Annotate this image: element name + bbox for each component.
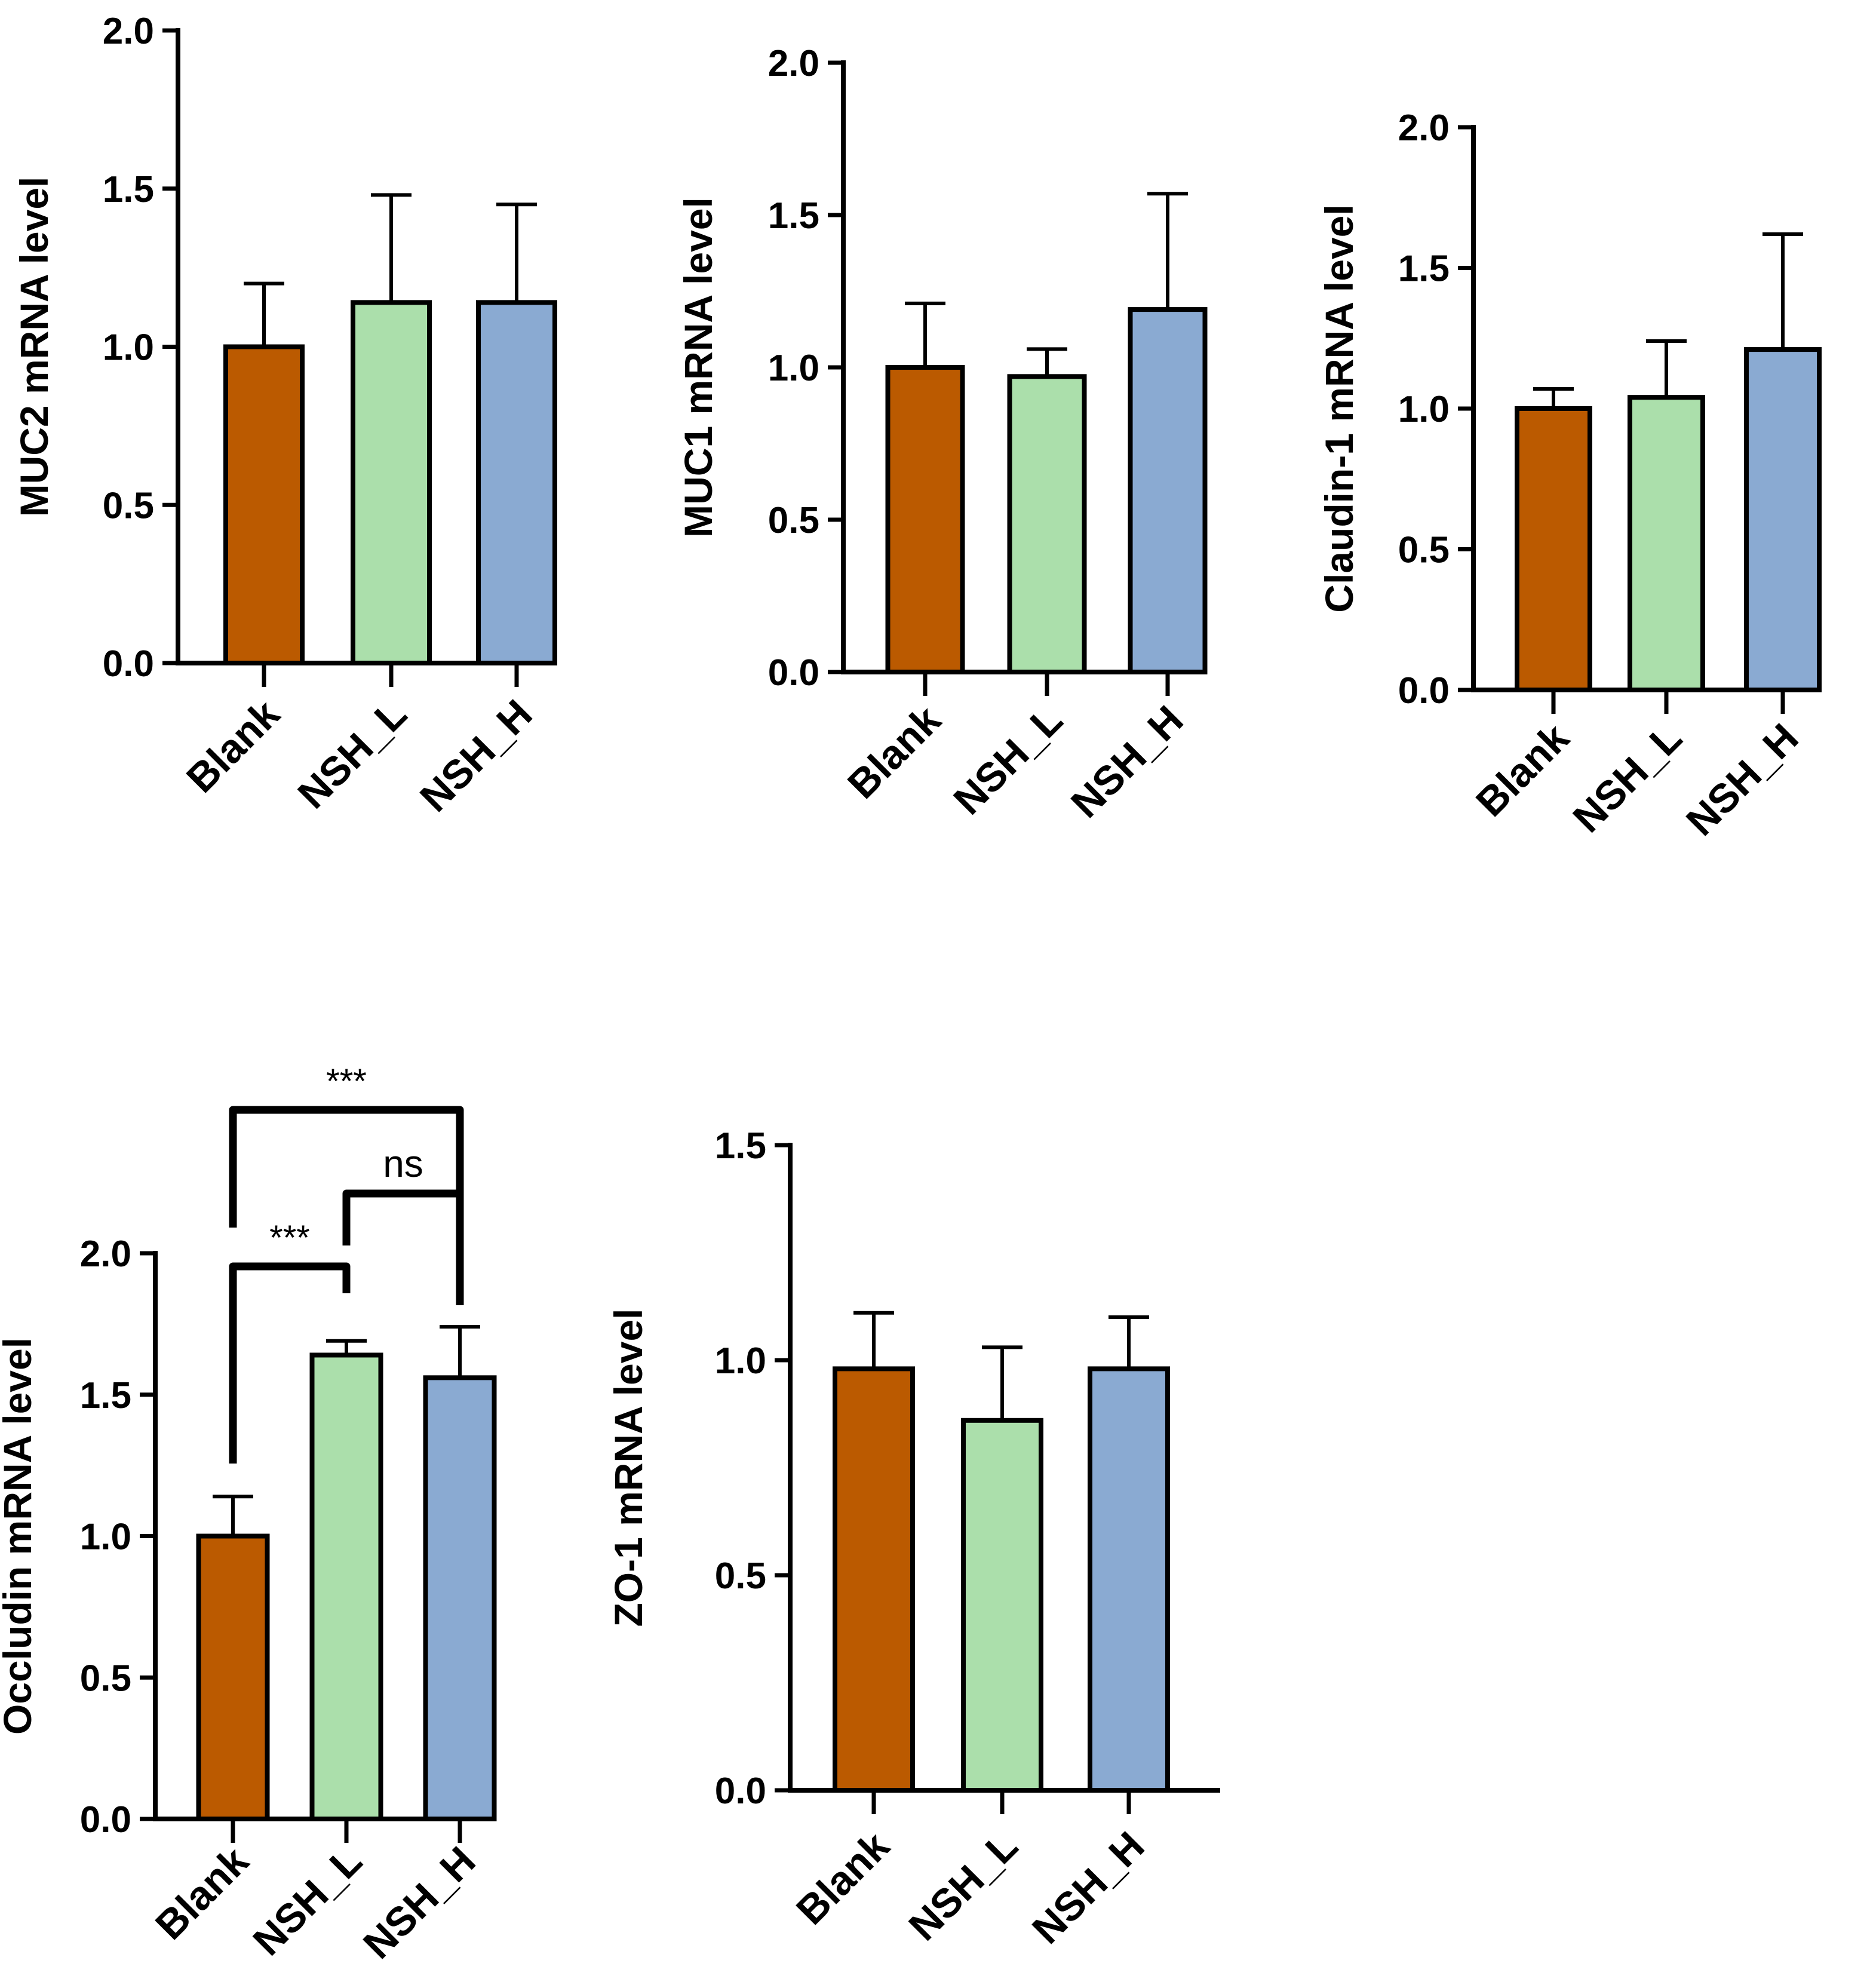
y-tick-label: 1.0 <box>768 348 819 389</box>
significance-label: *** <box>326 1062 367 1101</box>
bar-nsh_h <box>1088 1366 1170 1793</box>
y-tick-label: 1.5 <box>1398 249 1450 290</box>
y-tick-label: 1.0 <box>80 1517 131 1558</box>
y-tick-label: 0.5 <box>768 500 819 541</box>
bar-blank <box>1515 406 1592 692</box>
y-tick-label: 0.0 <box>768 652 819 694</box>
significance-bracket <box>342 1189 464 1305</box>
significance-bracket <box>229 1106 464 1228</box>
chart-panel-3: 0.0 0.5 1.0 1.5 2.0 Claudin-1 mRNA level Blank… <box>1317 108 1822 845</box>
x-tick-label-nsh_l: NSH_L <box>900 1823 1026 1949</box>
bar-blank <box>196 1533 270 1821</box>
bar-blank <box>833 1366 915 1793</box>
y-tick-label: 1.5 <box>103 169 154 210</box>
chart-panel-5: 0.0 0.5 1.0 1.5 ZO-1 mRNA level Blank NSH_LNSH… <box>606 1125 1220 1953</box>
bar-nsh_l <box>1007 374 1087 674</box>
y-axis-title: MUC1 mRNA level <box>676 197 720 538</box>
x-tick-label-nsh_h: NSH_H <box>1678 715 1807 845</box>
bar-nsh_h <box>1744 347 1822 692</box>
y-tick-label: 1.0 <box>1398 389 1450 430</box>
bar-nsh_h <box>476 300 557 665</box>
y-tick-label: 2.0 <box>80 1234 131 1275</box>
significance-label: *** <box>269 1219 310 1257</box>
chart-panel-1: 0.0 0.5 1.0 1.5 2.0 MUC2 mRNA level Blank NSH_L… <box>12 11 557 821</box>
bar-nsh_h <box>1128 307 1208 674</box>
y-tick-label: 0.5 <box>80 1658 131 1699</box>
x-tick-label-nsh_l: NSH_L <box>289 691 415 817</box>
chart-panel-2: 0.0 0.5 1.0 1.5 2.0 MUC1 mRNA level BlankNSH_L… <box>676 43 1208 827</box>
bar-nsh_l <box>1628 395 1705 692</box>
bar-nsh_l <box>309 1352 383 1821</box>
y-tick-label: 0.5 <box>103 485 154 526</box>
y-tick-label: 1.0 <box>103 327 154 369</box>
y-tick-label: 1.5 <box>768 195 819 237</box>
y-tick-label: 0.0 <box>715 1771 766 1812</box>
y-tick-label: 0.5 <box>1398 530 1450 571</box>
x-tick-label-nsh_l: NSH_L <box>244 1838 370 1964</box>
significance-label: ns <box>383 1142 423 1185</box>
y-tick-label: 1.5 <box>80 1375 131 1416</box>
y-axis-title: ZO-1 mRNA level <box>606 1308 650 1627</box>
bar-nsh_l <box>351 300 432 665</box>
x-tick-label-blank: Blank <box>839 697 950 808</box>
x-tick-label-blank: Blank <box>1467 715 1578 826</box>
x-tick-label-nsh_h: NSH_H <box>412 691 541 821</box>
x-tick-label-blank: Blank <box>788 1823 898 1934</box>
significance-bracket <box>229 1262 351 1464</box>
y-axis-title: Claudin-1 mRNA level <box>1317 204 1361 612</box>
bar-nsh_h <box>423 1375 497 1822</box>
y-tick-label: 2.0 <box>103 11 154 52</box>
y-axis-title: Occludin mRNA level <box>0 1337 39 1735</box>
x-tick-label-nsh_h: NSH_H <box>355 1838 484 1968</box>
bar-nsh_l <box>961 1418 1043 1793</box>
x-tick-label-nsh_l: NSH_L <box>1564 715 1690 841</box>
bar-blank <box>885 365 965 674</box>
y-tick-label: 0.0 <box>1398 670 1450 711</box>
bar-blank <box>223 344 305 665</box>
y-tick-label: 1.0 <box>715 1340 766 1382</box>
y-tick-label: 0.0 <box>80 1799 131 1840</box>
y-tick-label: 1.5 <box>715 1125 766 1167</box>
x-tick-label-nsh_h: NSH_H <box>1063 697 1192 827</box>
y-tick-label: 2.0 <box>768 43 819 84</box>
y-axis-title: MUC2 mRNA level <box>12 177 56 517</box>
y-tick-label: 0.5 <box>715 1556 766 1597</box>
x-tick-label-blank: Blank <box>178 691 288 802</box>
y-tick-label: 2.0 <box>1398 108 1450 149</box>
y-tick-label: 0.0 <box>103 643 154 685</box>
x-tick-label-nsh_l: NSH_L <box>945 697 1071 823</box>
x-tick-label-nsh_h: NSH_H <box>1024 1823 1153 1953</box>
x-tick-label-blank: Blank <box>147 1838 257 1949</box>
